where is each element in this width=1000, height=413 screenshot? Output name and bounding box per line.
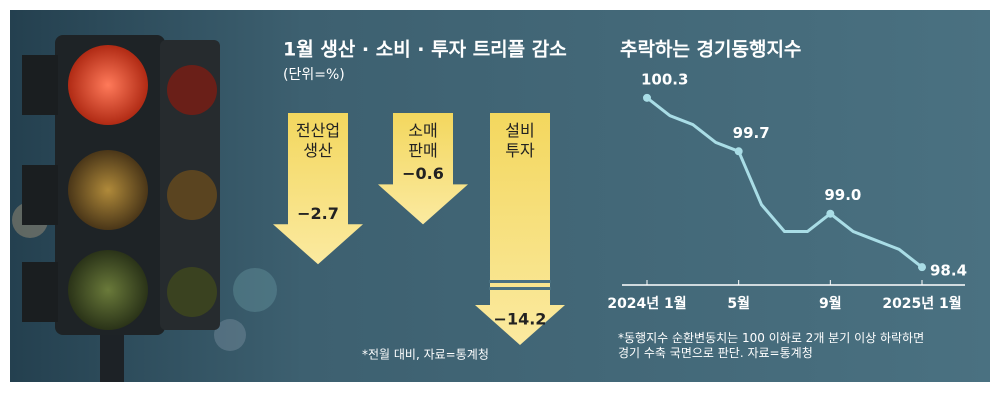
axis-break bbox=[489, 287, 551, 290]
value-label: 99.0 bbox=[824, 186, 861, 204]
x-tick-label: 2024년 1월 bbox=[607, 295, 686, 312]
value-label: −2.7 bbox=[297, 204, 339, 223]
chart-note: *동행지수 순환변동치는 100 이하로 2개 분기 이상 하락하면 경기 수축 … bbox=[618, 330, 924, 360]
category-label: 전산업 생산 bbox=[296, 121, 340, 160]
point bbox=[643, 93, 651, 102]
category-label: 소매 판매 bbox=[408, 121, 437, 160]
x-tick-label: 2025년 1월 bbox=[882, 295, 961, 312]
point bbox=[734, 147, 743, 156]
value-label: −14.2 bbox=[494, 310, 547, 329]
arrow-bar bbox=[378, 113, 468, 225]
traffic-light bbox=[12, 35, 277, 382]
chart-note: *전월 대비, 자료=통계청 bbox=[362, 348, 489, 362]
point bbox=[918, 263, 926, 272]
axis-break bbox=[489, 280, 551, 283]
arrow-bar bbox=[273, 113, 363, 265]
value-label: −0.6 bbox=[402, 164, 444, 183]
chart-title: 추락하는 경기동행지수 bbox=[620, 39, 801, 61]
value-label: 99.7 bbox=[733, 124, 770, 142]
x-tick-label: 5월 bbox=[727, 295, 750, 312]
chart-subtitle: (단위=%) bbox=[283, 67, 345, 83]
category-label: 설비 투자 bbox=[505, 121, 535, 160]
chart-title: 1월 생산 · 소비 · 투자 트리플 감소 bbox=[283, 39, 567, 61]
value-label: 98.4 bbox=[930, 262, 967, 280]
point bbox=[826, 209, 835, 218]
line-series bbox=[646, 96, 923, 269]
x-tick-label: 9월 bbox=[819, 295, 842, 312]
value-label: 100.3 bbox=[641, 70, 688, 88]
